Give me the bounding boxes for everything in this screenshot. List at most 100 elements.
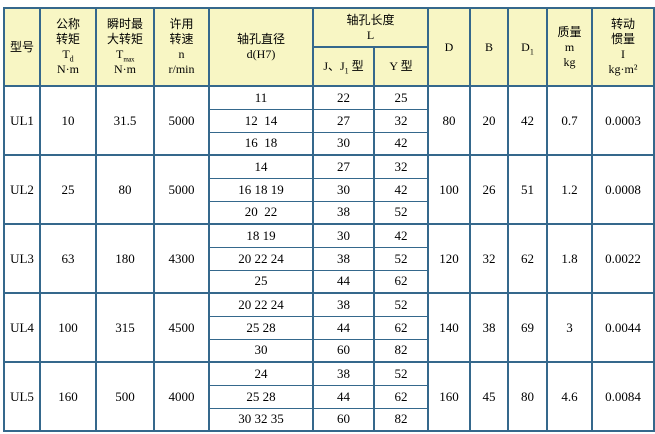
model-cell: UL2 <box>3 154 41 225</box>
table-row: 30 60 82 <box>4 338 654 363</box>
col-header-max-torque: 瞬时最 大转矩 Tmax N·m <box>95 7 155 87</box>
header-text: 转矩 <box>55 32 80 46</box>
D-cell: 160 <box>427 361 472 432</box>
D-cell: 140 <box>427 292 472 363</box>
D-cell: 120 <box>427 223 472 294</box>
header-text: 质量 <box>557 24 582 39</box>
header-text: 惯量 <box>611 32 636 46</box>
max-torque-cell: 500 <box>95 361 155 432</box>
length-j-cell: 30 <box>312 131 375 156</box>
bore-diameter-cell: 30 32 35 <box>208 407 314 432</box>
header-text: 大转矩 <box>106 32 143 46</box>
speed-cell: 4500 <box>153 292 210 363</box>
length-y-cell: 32 <box>372 108 430 133</box>
bore-diameter-cell: 14 <box>208 154 314 179</box>
length-j-cell: 60 <box>312 407 375 432</box>
D1-cell: 80 <box>507 361 549 432</box>
inertia-cell: 0.0003 <box>591 85 655 156</box>
header-text: 转动 <box>611 17 636 31</box>
header-unit: N·m <box>114 62 136 76</box>
B-cell: 32 <box>469 223 510 294</box>
length-j-cell: 44 <box>312 384 375 409</box>
col-header-bore-diameter: 轴孔直径 d(H7) <box>208 7 314 87</box>
table-row: 12 14 27 32 <box>4 108 654 133</box>
length-j-cell: 27 <box>312 154 375 179</box>
table-row: UL5 160 500 4000 24 38 52 160 45 80 4.6 … <box>3 361 655 432</box>
bore-diameter-cell: 12 14 <box>208 108 314 133</box>
bore-diameter-cell: 20 22 24 <box>208 292 314 317</box>
length-y-cell: 52 <box>372 292 430 317</box>
length-y-cell: 62 <box>372 384 430 409</box>
col-header-model: 型号 <box>3 7 41 87</box>
bore-diameter-cell: 20 22 <box>208 200 314 225</box>
table-row: 20 22 38 52 <box>4 200 654 225</box>
D1-cell: 51 <box>507 154 549 225</box>
D1-cell: 62 <box>507 223 549 294</box>
bore-diameter-cell: 16 18 <box>208 131 314 156</box>
max-torque-cell: 80 <box>95 154 155 225</box>
max-torque-cell: 180 <box>95 223 155 294</box>
header-text: 轴孔直径 <box>236 32 285 46</box>
model-cell: UL3 <box>3 223 41 294</box>
length-j-cell: 38 <box>312 200 375 225</box>
header-text: 公称 <box>55 17 80 31</box>
B-cell: 45 <box>469 361 510 432</box>
length-j-cell: 27 <box>312 108 375 133</box>
length-j-cell: 30 <box>312 223 375 248</box>
length-j-cell: 38 <box>312 292 375 317</box>
nominal-torque-cell: 63 <box>39 223 97 294</box>
header-symbol: I <box>621 47 626 61</box>
length-y-cell: 62 <box>372 315 430 340</box>
max-torque-cell: 31.5 <box>95 85 155 156</box>
header-text: 许用 <box>169 17 194 31</box>
col-header-D: D <box>427 7 472 87</box>
length-y-cell: 52 <box>372 200 430 225</box>
B-cell: 38 <box>469 292 510 363</box>
col-header-mass: 质量 m kg <box>546 7 594 87</box>
nominal-torque-cell: 160 <box>39 361 97 432</box>
B-cell: 26 <box>469 154 510 225</box>
col-header-D1: D1 <box>507 7 549 87</box>
bore-diameter-cell: 20 22 24 <box>208 246 314 271</box>
table-row: 16 18 19 30 42 <box>4 177 654 202</box>
bore-diameter-cell: 25 28 <box>208 315 314 340</box>
D1-cell: 69 <box>507 292 549 363</box>
length-y-cell: 52 <box>372 361 430 386</box>
inertia-cell: 0.0022 <box>591 223 655 294</box>
table-row: 25 44 62 <box>4 269 654 294</box>
mass-cell: 1.8 <box>546 223 594 294</box>
D1-cell: 42 <box>507 85 549 156</box>
table-body: UL1 10 31.5 5000 11 22 25 80 20 42 0.7 0… <box>3 85 655 432</box>
col-header-type-y: Y 型 <box>372 46 430 87</box>
length-j-cell: 44 <box>312 315 375 340</box>
header-unit: kg·m² <box>608 62 638 76</box>
length-y-cell: 52 <box>372 246 430 271</box>
D-cell: 80 <box>427 85 472 156</box>
length-y-cell: 42 <box>372 223 430 248</box>
header-symbol: d(H7) <box>246 47 276 61</box>
length-j-cell: 38 <box>312 246 375 271</box>
speed-cell: 5000 <box>153 85 210 156</box>
model-cell: UL4 <box>3 292 41 363</box>
mass-cell: 3 <box>546 292 594 363</box>
bore-diameter-cell: 25 <box>208 269 314 294</box>
table-row: 20 22 24 38 52 <box>4 246 654 271</box>
table-header: 型号 公称 转矩 Td N·m 瞬时最 大转矩 Tmax N·m 许用 转速 n… <box>3 7 655 87</box>
mass-cell: 0.7 <box>546 85 594 156</box>
col-header-speed: 许用 转速 n r/min <box>153 7 210 87</box>
header-text: 瞬时最 <box>106 17 143 31</box>
length-y-cell: 82 <box>372 407 430 432</box>
table-row: UL4 100 315 4500 20 22 24 38 52 140 38 6… <box>3 292 655 363</box>
col-header-inertia: 转动 惯量 I kg·m² <box>591 7 655 87</box>
length-y-cell: 42 <box>372 177 430 202</box>
table-row: UL3 63 180 4300 18 19 30 42 120 32 62 1.… <box>3 223 655 294</box>
length-j-cell: 60 <box>312 338 375 363</box>
D-cell: 100 <box>427 154 472 225</box>
bore-diameter-cell: 30 <box>208 338 314 363</box>
model-cell: UL5 <box>3 361 41 432</box>
B-cell: 20 <box>469 85 510 156</box>
table-row: 25 28 44 62 <box>4 384 654 409</box>
col-header-bore-length-group: 轴孔长度 L <box>311 7 430 48</box>
col-header-type-j: J、J1 型 <box>312 46 375 87</box>
